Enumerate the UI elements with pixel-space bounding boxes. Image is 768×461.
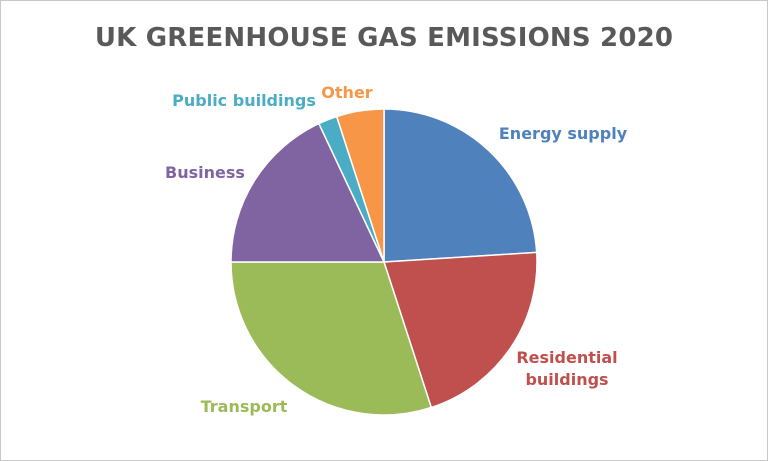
data-label-business: Business [165, 163, 245, 182]
pie-slice-business [230, 122, 386, 263]
pie-slice-other [335, 108, 385, 263]
pie-slice-residential-buildings [382, 251, 538, 409]
data-label-other: Other [321, 83, 372, 102]
data-label-energy-supply: Energy supply [499, 124, 628, 143]
data-label-residential-buildings: Residential buildings [516, 348, 617, 389]
data-label-public-buildings: Public buildings [172, 91, 316, 110]
chart-title: UK GREENHOUSE GAS EMISSIONS 2020 [94, 23, 674, 53]
pie-slice-transport [230, 261, 433, 416]
pie-slice-energy-supply [383, 108, 538, 263]
data-label-transport: Transport [201, 397, 288, 416]
